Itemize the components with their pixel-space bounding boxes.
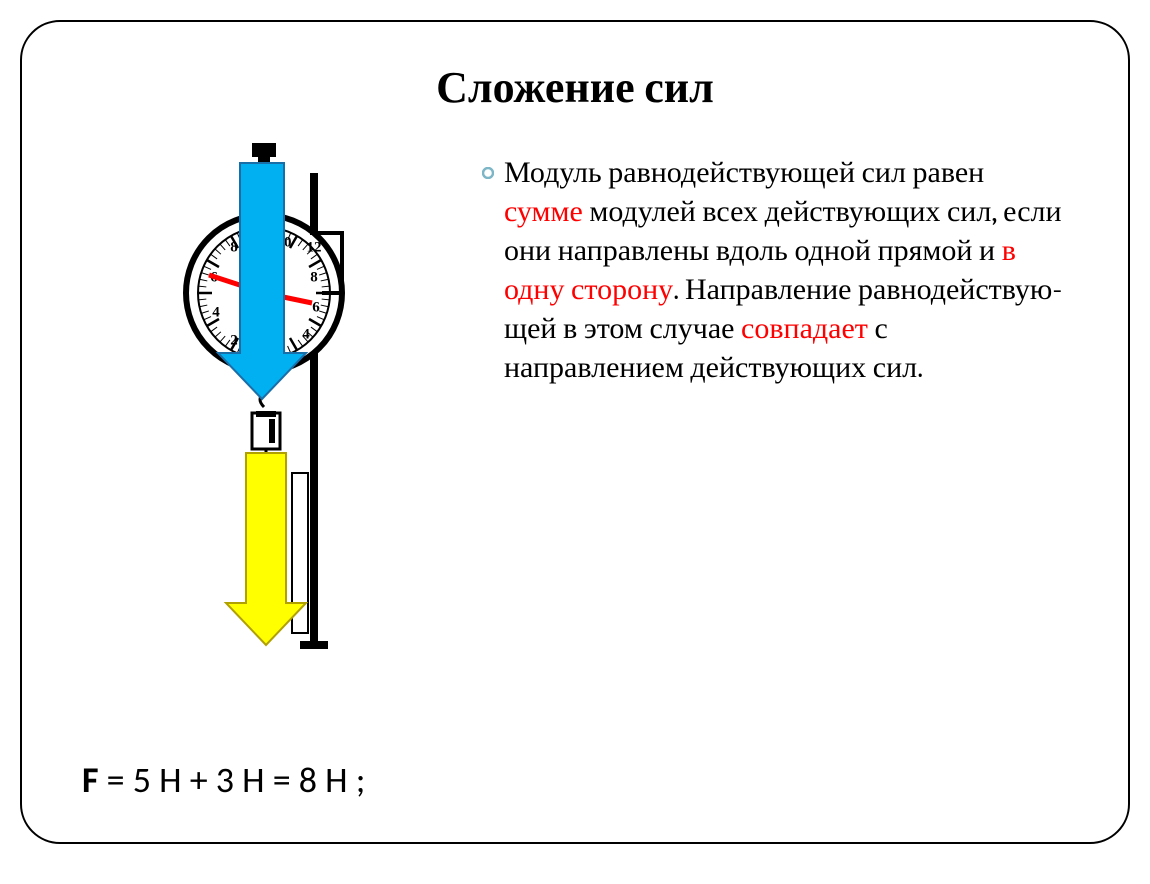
slide-title: Сложение сил [82, 62, 1068, 113]
svg-text:4: 4 [212, 304, 220, 320]
formula-line: F = 5 Н + 3 Н = 8 Н ; [82, 758, 1068, 802]
svg-text:8: 8 [230, 239, 238, 255]
body-text: Модуль равнодействующей сил равен сумме … [504, 153, 1068, 387]
text-column: Модуль равнодействующей сил равен сумме … [482, 143, 1068, 387]
svg-text:6: 6 [312, 299, 320, 315]
diagram-column: 121086428642 [82, 143, 482, 673]
text-seg: модулей всех действующих сил, если они н… [504, 194, 1062, 268]
svg-text:2: 2 [230, 332, 238, 348]
formula-F: F [82, 758, 99, 802]
content-row: 121086428642 [82, 143, 1068, 738]
text-highlight: совпадает [741, 311, 868, 346]
top-clamp [252, 143, 276, 157]
formula-rest: = 5 Н + 3 Н = 8 Н ; [99, 758, 366, 802]
base-foot [300, 641, 328, 649]
force-diagram: 121086428642 [152, 143, 412, 673]
svg-text:8: 8 [310, 269, 318, 285]
weight-block [252, 413, 280, 449]
bullet-paragraph: Модуль равнодействующей сил равен сумме … [482, 153, 1068, 387]
slide-frame: Сложение сил [20, 20, 1130, 844]
weight-top-bar [256, 411, 276, 417]
weight-slot [269, 419, 275, 443]
svg-text:4: 4 [302, 326, 310, 342]
text-seg: Модуль равнодействующей сил равен [504, 155, 984, 190]
bullet-icon [482, 167, 494, 179]
svg-text:12: 12 [307, 239, 322, 255]
text-highlight: сумме [504, 194, 583, 229]
